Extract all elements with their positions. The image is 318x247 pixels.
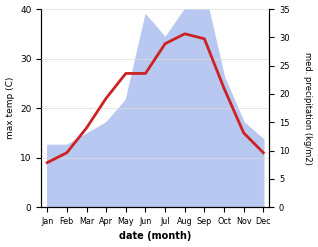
Y-axis label: med. precipitation (kg/m2): med. precipitation (kg/m2): [303, 52, 313, 165]
X-axis label: date (month): date (month): [119, 231, 191, 242]
Y-axis label: max temp (C): max temp (C): [5, 77, 15, 139]
